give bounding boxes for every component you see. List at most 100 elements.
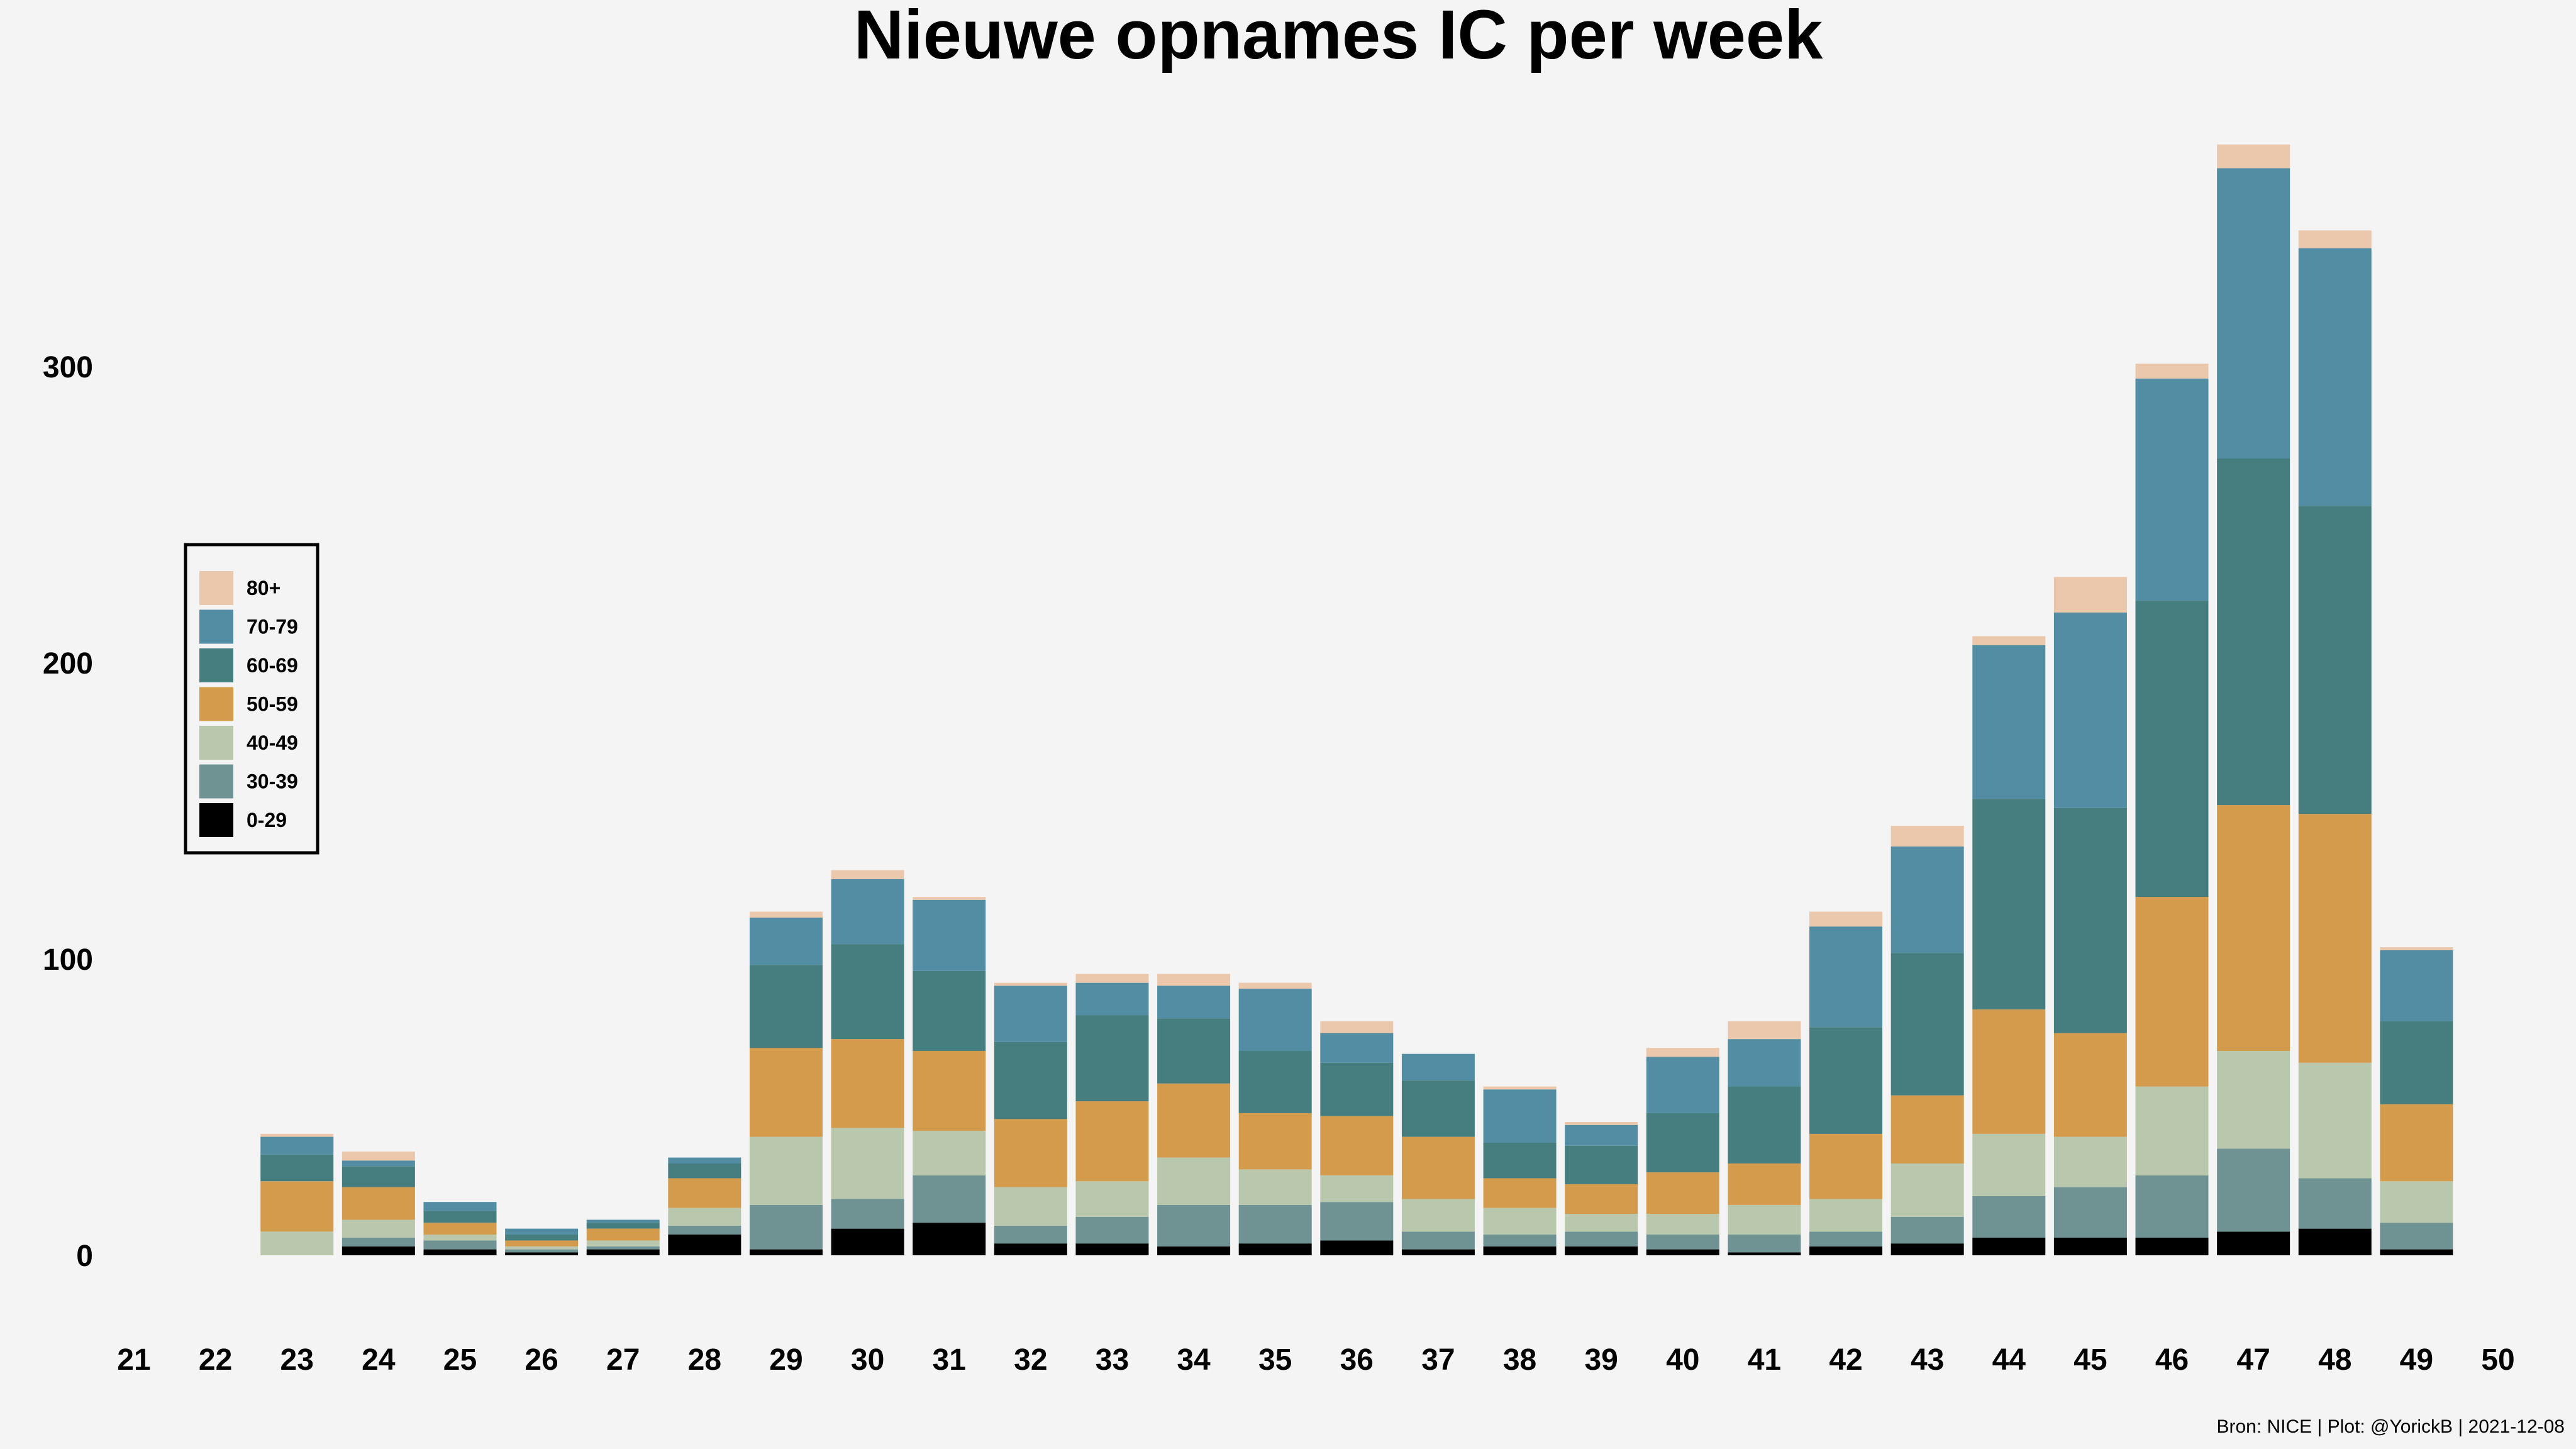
bar-segment-0-29 [423, 1249, 497, 1255]
bar-segment-0-29 [1890, 1243, 1964, 1255]
bar-segment-60-69 [423, 1211, 497, 1223]
bar-segment-70-79 [1238, 989, 1312, 1052]
bar-segment-40-49 [2298, 1062, 2372, 1179]
bar-segment-0-29 [1809, 1246, 1883, 1255]
bar-segment-70-79 [2053, 612, 2127, 808]
x-tick-label: 38 [1503, 1343, 1536, 1377]
bar-segment-30-39 [341, 1237, 415, 1246]
bar-segment-50-59 [668, 1178, 741, 1208]
x-tick-label: 42 [1829, 1343, 1862, 1377]
legend-label: 40-49 [247, 731, 298, 754]
x-tick-label: 47 [2236, 1343, 2270, 1377]
bar-segment-30-39 [505, 1249, 579, 1253]
x-tick-label: 46 [2155, 1343, 2189, 1377]
x-tick-label: 29 [769, 1343, 802, 1377]
bar-segment-40-49 [2380, 1181, 2453, 1223]
legend-swatch [199, 803, 233, 837]
bar-segment-0-29 [1565, 1246, 1638, 1255]
bar-segment-0-29 [1972, 1237, 2046, 1255]
bar-segment-70-79 [1972, 645, 2046, 799]
bar-segment-40-49 [260, 1231, 334, 1255]
bar-segment-80plus [994, 982, 1067, 986]
bar-segment-60-69 [1809, 1027, 1883, 1134]
bar-segment-40-49 [913, 1131, 986, 1175]
bar-segment-70-79 [994, 985, 1067, 1042]
bar-segment-60-69 [2217, 458, 2290, 806]
bar-segment-60-69 [994, 1041, 1067, 1119]
bar-segment-30-39 [1157, 1204, 1231, 1246]
bar-segment-60-69 [260, 1154, 334, 1182]
bar-segment-50-59 [2135, 897, 2209, 1087]
bar-segment-60-69 [1401, 1080, 1475, 1137]
bar-segment-80plus [2135, 364, 2209, 379]
bar-segment-30-39 [2053, 1187, 2127, 1238]
bar-segment-0-29 [505, 1252, 579, 1255]
bar-segment-60-69 [749, 965, 823, 1048]
bar-segment-30-39 [994, 1225, 1067, 1244]
bar-segment-80plus [831, 870, 904, 879]
legend: 80+ 70-79 60-69 50-59 40-49 30-39 0-29 [184, 543, 319, 855]
bar-segment-0-29 [2298, 1228, 2372, 1255]
chart-title: Nieuwe opnames IC per week [854, 0, 1823, 74]
bar-segment-50-59 [1401, 1136, 1475, 1199]
legend-label: 0-29 [247, 809, 287, 831]
x-tick-label: 28 [688, 1343, 721, 1377]
bar-segment-50-59 [2380, 1104, 2453, 1182]
bar-segment-30-39 [2380, 1223, 2453, 1250]
x-tick-label: 23 [280, 1343, 314, 1377]
x-tick-label: 34 [1177, 1343, 1211, 1377]
bar-segment-60-69 [341, 1166, 415, 1187]
bar-segment-70-79 [260, 1136, 334, 1155]
bar-segment-40-49 [1728, 1204, 1801, 1235]
bar-segment-50-59 [1075, 1101, 1149, 1182]
x-tick-label: 26 [525, 1343, 558, 1377]
bar-segment-40-49 [586, 1240, 660, 1246]
bar-segment-70-79 [1157, 985, 1231, 1019]
bar-segment-80plus [1238, 982, 1312, 989]
bar-segment-40-49 [1157, 1157, 1231, 1205]
x-tick-label: 39 [1584, 1343, 1618, 1377]
bar-segment-60-69 [1565, 1145, 1638, 1184]
bar-segment-30-39 [1238, 1204, 1312, 1244]
bar-segment-60-69 [2380, 1021, 2453, 1104]
bar-segment-40-49 [2053, 1136, 2127, 1187]
bar-segment-80plus [1728, 1021, 1801, 1040]
y-tick-label: 300 [43, 351, 93, 384]
bar-segment-40-49 [1238, 1169, 1312, 1205]
x-tick-label: 24 [362, 1343, 396, 1377]
bar-segment-0-29 [994, 1243, 1067, 1255]
legend-swatch [199, 571, 233, 605]
bar-segment-50-59 [749, 1048, 823, 1137]
x-tick-label: 49 [2400, 1343, 2433, 1377]
caption: Bron: NICE | Plot: @YorickB | 2021-12-08 [2216, 1416, 2565, 1437]
bar-segment-70-79 [1320, 1033, 1394, 1063]
x-tick-label: 41 [1748, 1343, 1781, 1377]
bar-segment-40-49 [1972, 1133, 2046, 1196]
bar-segment-50-59 [1320, 1116, 1394, 1175]
bar-segment-30-39 [423, 1240, 497, 1250]
bar-segment-30-39 [1401, 1231, 1475, 1250]
bar-segment-40-49 [341, 1219, 415, 1238]
x-tick-label: 48 [2318, 1343, 2351, 1377]
x-tick-label: 37 [1421, 1343, 1455, 1377]
legend-label: 70-79 [247, 616, 298, 638]
bar-segment-80plus [1646, 1048, 1719, 1057]
bar-segment-30-39 [586, 1246, 660, 1250]
bar-segment-70-79 [423, 1202, 497, 1211]
bar-segment-0-29 [1238, 1243, 1312, 1255]
bar-segment-0-29 [1401, 1249, 1475, 1255]
bar-segment-80plus [1320, 1021, 1394, 1033]
bar-segment-30-39 [831, 1199, 904, 1229]
bar-segment-50-59 [1565, 1184, 1638, 1214]
x-tick-label: 32 [1014, 1343, 1047, 1377]
bar-segment-40-49 [1075, 1181, 1149, 1217]
bar-segment-50-59 [1238, 1113, 1312, 1170]
bar-segment-80plus [1483, 1086, 1557, 1090]
x-tick-label: 35 [1258, 1343, 1292, 1377]
bar-segment-80plus [1075, 974, 1149, 983]
bar-segment-70-79 [1401, 1053, 1475, 1081]
bar-segment-70-79 [749, 918, 823, 965]
bar-segment-60-69 [1238, 1051, 1312, 1113]
bar-segment-60-69 [1890, 953, 1964, 1096]
y-tick-label: 100 [43, 943, 93, 977]
